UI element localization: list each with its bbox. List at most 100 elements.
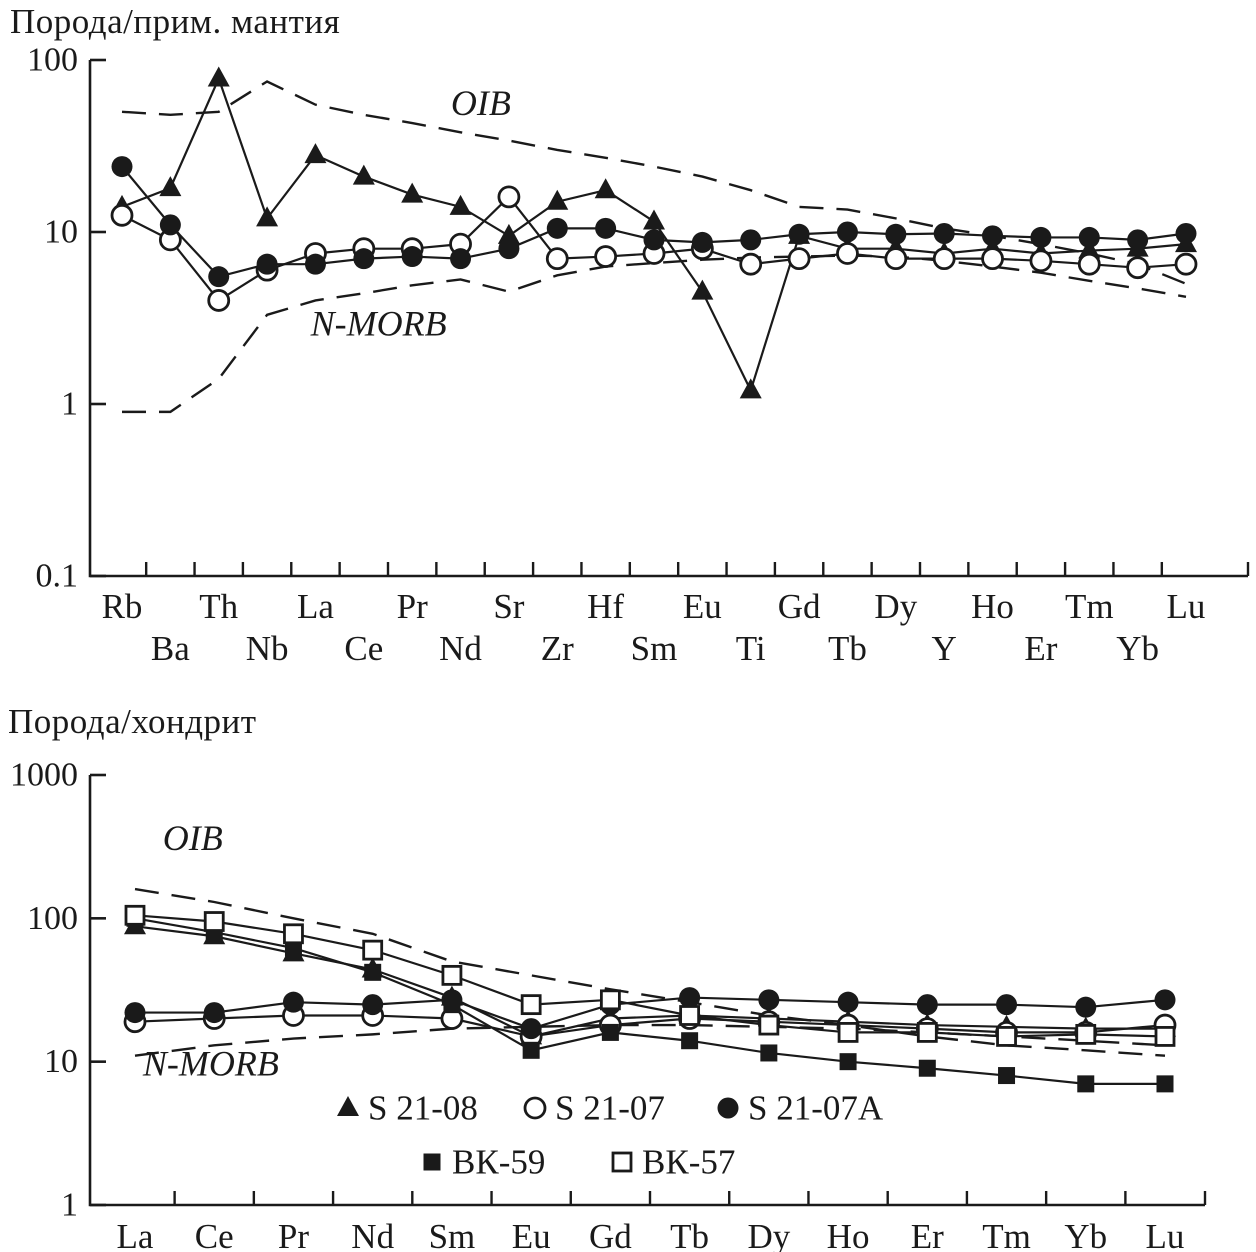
x-category-label: Yb [1064, 1217, 1107, 1252]
marker-square-open [124, 904, 146, 926]
marker-circle-filled [643, 229, 665, 251]
reference-line [122, 254, 1187, 414]
x-category-label: Pr [397, 587, 428, 626]
reference-oib: OIB [121, 80, 1187, 285]
marker-triangle-filled [691, 279, 714, 300]
x-category-label: Dy [747, 1217, 790, 1252]
reference-line [134, 887, 1166, 1057]
y-tick-label: 10 [44, 1043, 78, 1080]
marker-circle-open [110, 203, 134, 227]
marker-circle-filled [498, 238, 520, 260]
reference-label-oib: OIB [163, 818, 223, 858]
marker-circle-filled [256, 253, 278, 275]
marker-square-filled [760, 1044, 778, 1062]
marker-triangle-filled [352, 164, 375, 185]
legend-marker-square-open [611, 1151, 633, 1173]
marker-circle-filled [916, 994, 938, 1016]
legend-marker-circle-open [523, 1096, 547, 1120]
x-category-label: Nb [246, 629, 289, 668]
marker-square-filled [522, 1041, 540, 1059]
marker-circle-open [1077, 252, 1101, 276]
marker-circle-open [1126, 256, 1150, 280]
marker-circle-filled [304, 253, 326, 275]
legend-marker-circle-filled [717, 1097, 739, 1119]
y-tick-label: 100 [27, 900, 78, 937]
reference-n-morb: N-MORB [122, 254, 1187, 414]
x-category-label: Th [199, 587, 238, 626]
y-tick-label: 100 [27, 42, 78, 79]
series-line-вк-59 [134, 917, 1165, 1085]
marker-circle-filled [1030, 226, 1052, 248]
marker-square-open [1075, 1023, 1097, 1045]
marker-square-filled [364, 963, 382, 981]
marker-square-filled [918, 1059, 936, 1077]
reference-oib: OIB [134, 818, 1166, 1057]
x-category-label: Ba [151, 629, 190, 668]
x-category-label: Lu [1146, 1217, 1185, 1252]
series-line-вк-57 [134, 914, 1166, 1038]
marker-circle-filled [546, 217, 568, 239]
y-tick-label: 1 [61, 1187, 78, 1224]
x-category-label: Nd [351, 1217, 394, 1252]
marker-circle-filled [1127, 229, 1149, 251]
x-category-label: Ce [344, 629, 383, 668]
marker-circle-filled [679, 987, 701, 1009]
marker-circle-filled [933, 223, 955, 245]
marker-circle-open [932, 247, 956, 271]
marker-triangle-filled [643, 209, 665, 230]
marker-circle-open [1174, 252, 1198, 276]
axes: 1001010.1RbBaThNbLaCePrNdSrZrHfSmEuTiGdT… [27, 42, 1250, 668]
marker-circle-filled [595, 217, 617, 239]
x-category-label: Sm [429, 1217, 476, 1252]
chart1-title: Порода/прим. мантия [10, 2, 341, 41]
chart1-primitive-mantle-plot: 1001010.1RbBaThNbLaCePrNdSrZrHfSmEuTiGdT… [27, 42, 1250, 668]
legend-marker-triangle-filled [337, 1096, 359, 1116]
x-category-label: Pr [278, 1217, 309, 1252]
marker-triangle-filled [497, 223, 520, 244]
marker-circle-filled [362, 994, 384, 1016]
x-category-label: Ti [736, 629, 766, 668]
marker-circle-filled [740, 229, 762, 251]
x-category-label: Gd [778, 587, 821, 626]
marker-triangle-filled [159, 176, 182, 197]
marker-square-open [679, 1005, 701, 1026]
marker-circle-filled [159, 214, 181, 236]
marker-triangle-filled [449, 194, 472, 215]
marker-square-open [758, 1014, 780, 1036]
y-tick-label: 1 [61, 386, 78, 423]
y-tick-label: 1000 [10, 757, 78, 794]
legend-label: S 21-07A [748, 1089, 884, 1128]
legend-label: ВК-59 [452, 1143, 545, 1182]
marker-triangle-filled [594, 178, 617, 199]
marker-circle-filled [996, 994, 1018, 1016]
marker-circle-filled [836, 221, 858, 243]
marker-square-open [441, 964, 463, 986]
reference-label-n-morb: N-MORB [142, 1044, 279, 1084]
x-category-label: Tm [982, 1217, 1031, 1252]
marker-circle-open [594, 245, 618, 268]
reference-label-n-morb: N-MORB [310, 304, 447, 344]
marker-circle-filled [353, 248, 375, 270]
x-category-label: Y [932, 629, 957, 668]
marker-circle-filled [1154, 989, 1176, 1011]
marker-square-filled [998, 1067, 1016, 1085]
marker-circle-filled [208, 266, 230, 288]
x-category-label: La [117, 1217, 154, 1252]
x-category-label: Sm [631, 629, 678, 668]
marker-square-open [916, 1022, 938, 1043]
x-category-label: Rb [102, 587, 143, 626]
x-category-label: La [297, 587, 334, 626]
marker-square-filled [1156, 1075, 1174, 1093]
x-category-label: Ho [971, 587, 1014, 626]
legend-marker-square-filled [423, 1153, 441, 1171]
axes: 1000 100 10 1 La Ce Pr Nd Sm Eu Gd Tb Dy Ho Er Tm Yb Lu [10, 757, 1207, 1252]
marker-circle-filled [837, 991, 859, 1013]
marker-triangle-filled [1078, 238, 1101, 259]
legend-label: ВК-57 [642, 1143, 735, 1182]
marker-circle-filled [111, 156, 133, 178]
x-category-label: Hf [587, 587, 624, 626]
marker-triangle-filled [546, 189, 569, 210]
legend-label: S 21-07 [555, 1089, 665, 1128]
marker-square-open [996, 1026, 1017, 1047]
